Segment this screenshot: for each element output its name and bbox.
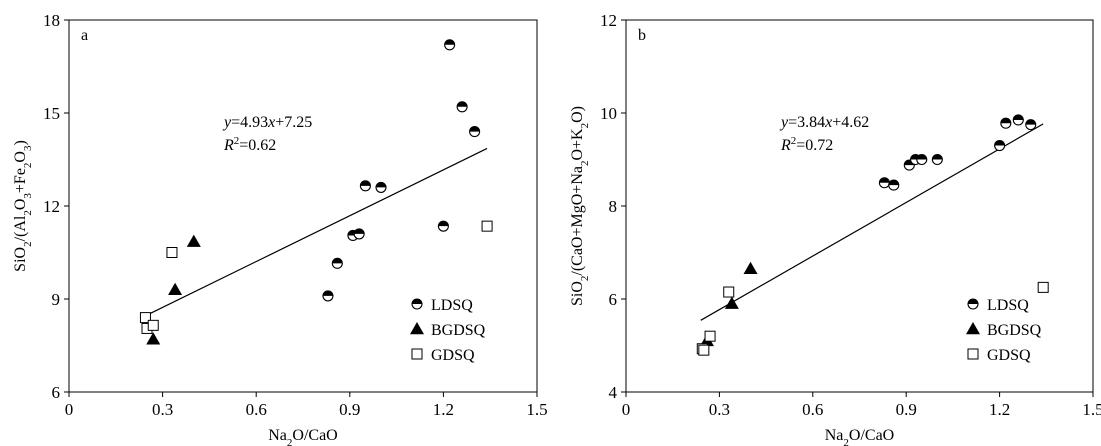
- data-point-ldsq: [469, 126, 481, 138]
- y-tick-label: 12: [43, 197, 60, 216]
- data-point-gdsq: [139, 312, 151, 324]
- x-axis-label: Na2O/CaO: [825, 427, 894, 446]
- legend: LDSQ BGDSQ GDSQ: [966, 297, 1042, 364]
- data-point-ldsq: [353, 228, 365, 240]
- data-point-bgdsq: [186, 234, 201, 247]
- data-point-gdsq: [1037, 281, 1049, 293]
- fit-equation: y=4.93x+7.25: [222, 114, 312, 131]
- legend-marker-gdsq: [967, 348, 979, 360]
- y-tick-label: 10: [600, 104, 617, 123]
- y-tick-label: 6: [52, 383, 61, 402]
- data-point-gdsq: [481, 220, 493, 232]
- data-point-ldsq: [888, 179, 900, 191]
- legend-label-ldsq: LDSQ: [987, 297, 1029, 314]
- data-point-ldsq: [331, 257, 343, 269]
- data-point-ldsq: [931, 153, 943, 166]
- x-tick-label: 0.3: [152, 400, 173, 419]
- data-point-ldsq: [1012, 114, 1024, 126]
- fit-line: [143, 147, 488, 318]
- y-tick-label: 9: [52, 290, 61, 309]
- data-point-gdsq: [698, 344, 710, 356]
- data-point-ldsq: [878, 177, 890, 189]
- legend-label-bgdsq: BGDSQ: [987, 322, 1042, 339]
- x-tick-label: 0.3: [709, 400, 730, 419]
- data-point-ldsq: [444, 39, 456, 51]
- y-tick-label: 18: [43, 11, 60, 30]
- x-tick-label: 0.9: [339, 400, 360, 419]
- data-point-ldsq: [994, 140, 1006, 152]
- series-gdsq: [139, 220, 493, 334]
- data-point-ldsq: [1025, 119, 1037, 131]
- panel-label: b: [638, 27, 646, 44]
- data-point-ldsq: [322, 290, 334, 302]
- series-ldsq: [322, 39, 481, 302]
- series-bgdsq: [146, 234, 201, 345]
- y-axis-label: SiO2/(Al2O3+Fe2O3): [12, 140, 34, 272]
- y-tick-label: 15: [43, 104, 60, 123]
- legend: LDSQ BGDSQ GDSQ: [410, 297, 486, 364]
- legend-label-ldsq: LDSQ: [431, 297, 473, 314]
- data-point-gdsq: [166, 247, 178, 258]
- fit-line: [700, 123, 1044, 321]
- x-tick-label: 0.6: [802, 400, 823, 419]
- x-tick-label: 0: [622, 400, 631, 419]
- legend-marker-ldsq: [411, 298, 423, 310]
- chart-panel-b: 0 0.3 0.6 0.9 1.2 1.5 4 6 8 10 12 Na2O/CaO SiO2/(CaO…: [569, 11, 1101, 446]
- data-point-gdsq: [704, 330, 716, 342]
- data-point-ldsq: [916, 153, 928, 166]
- y-axis-label: SiO2/(CaO+MgO+Na2O+K2O): [569, 106, 591, 306]
- x-tick-label: 0.6: [246, 400, 267, 419]
- x-axis-label: Na2O/CaO: [268, 427, 337, 446]
- legend-label-gdsq: GDSQ: [431, 347, 475, 364]
- data-point-ldsq: [375, 181, 387, 193]
- legend-marker-bgdsq: [410, 322, 424, 335]
- y-tick-label: 8: [609, 197, 618, 216]
- legend-label-gdsq: GDSQ: [987, 347, 1031, 364]
- data-point-bgdsq: [146, 332, 161, 345]
- y-tick-label: 12: [600, 11, 617, 30]
- panel-label: a: [81, 27, 88, 44]
- x-tick-label: 1.2: [989, 400, 1010, 419]
- data-point-bgdsq: [724, 296, 739, 309]
- fit-r-squared: R2=0.62: [223, 135, 276, 154]
- data-point-gdsq: [723, 286, 735, 298]
- data-point-gdsq: [147, 319, 159, 331]
- legend-marker-bgdsq: [966, 322, 980, 335]
- series-ldsq: [878, 114, 1037, 191]
- y-tick-label: 6: [609, 290, 618, 309]
- legend-marker-gdsq: [411, 348, 423, 360]
- x-tick-label: 0.9: [896, 400, 917, 419]
- y-tick-label: 4: [609, 383, 618, 402]
- fit-equation: y=3.84x+4.62: [779, 114, 869, 131]
- chart-panel-a: 0 0.3 0.6 0.9 1.2 1.5 6 9 12 15 18 Na2O/CaO SiO2/(Al…: [12, 11, 548, 446]
- x-tick-label: 0: [65, 400, 74, 419]
- data-point-bgdsq: [168, 282, 183, 295]
- data-point-ldsq: [359, 180, 371, 192]
- legend-label-bgdsq: BGDSQ: [431, 322, 486, 339]
- data-point-ldsq: [1000, 117, 1012, 129]
- data-point-bgdsq: [743, 261, 758, 275]
- data-point-ldsq: [456, 101, 468, 113]
- x-tick-label: 1.5: [1082, 400, 1101, 419]
- fit-r-squared: R2=0.72: [780, 135, 833, 154]
- x-tick-label: 1.2: [433, 400, 454, 419]
- legend-marker-ldsq: [967, 298, 979, 310]
- series-gdsq: [696, 281, 1049, 356]
- data-point-ldsq: [437, 220, 449, 232]
- x-tick-label: 1.5: [526, 400, 547, 419]
